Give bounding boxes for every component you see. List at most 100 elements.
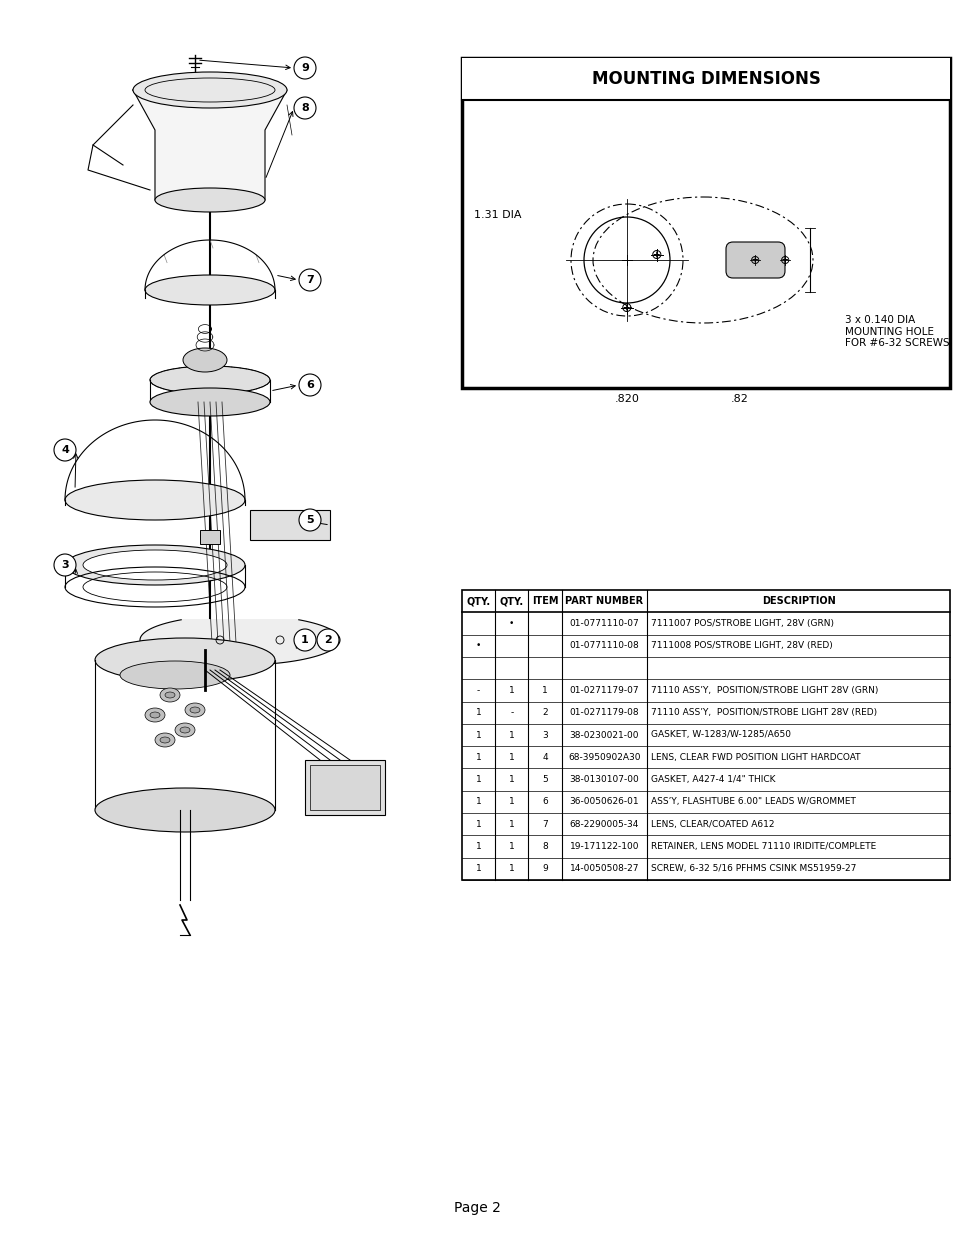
Text: GASKET, W-1283/W-1285/A650: GASKET, W-1283/W-1285/A650 [651, 730, 791, 740]
Ellipse shape [174, 722, 194, 737]
Text: 8: 8 [541, 842, 547, 851]
Ellipse shape [154, 734, 174, 747]
Bar [461, 590, 949, 881]
Text: •: • [476, 641, 480, 651]
Ellipse shape [190, 706, 200, 713]
Text: .56: .56 [640, 156, 659, 165]
Text: 38-0130107-00: 38-0130107-00 [569, 776, 639, 784]
Ellipse shape [150, 366, 270, 394]
Ellipse shape [65, 480, 245, 520]
Text: 6: 6 [306, 380, 314, 390]
Text: 7: 7 [306, 275, 314, 285]
Ellipse shape [120, 661, 230, 689]
Bar [200, 530, 220, 543]
Text: 36-0050626-01: 36-0050626-01 [569, 798, 639, 806]
Text: .36: .36 [840, 254, 857, 266]
Text: 7111008 POS/STROBE LIGHT, 28V (RED): 7111008 POS/STROBE LIGHT, 28V (RED) [651, 641, 832, 651]
Text: RETAINER, LENS MODEL 71110 IRIDITE/COMPLETE: RETAINER, LENS MODEL 71110 IRIDITE/COMPL… [651, 842, 876, 851]
Text: ASS’Y, FLASHTUBE 6.00" LEADS W/GROMMET: ASS’Y, FLASHTUBE 6.00" LEADS W/GROMMET [651, 798, 856, 806]
Ellipse shape [160, 737, 170, 743]
Text: ITEM: ITEM [531, 597, 558, 606]
Polygon shape [132, 90, 287, 200]
Text: DESCRIPTION: DESCRIPTION [761, 597, 835, 606]
Text: 4: 4 [541, 753, 547, 762]
Text: SCREW, 6-32 5/16 PFHMS CSINK MS51959-27: SCREW, 6-32 5/16 PFHMS CSINK MS51959-27 [651, 864, 856, 873]
Ellipse shape [83, 550, 227, 580]
Text: 2: 2 [324, 635, 332, 645]
Text: 7111007 POS/STROBE LIGHT, 28V (GRN): 7111007 POS/STROBE LIGHT, 28V (GRN) [651, 619, 834, 627]
Text: 1.00: 1.00 [512, 254, 537, 266]
Ellipse shape [132, 72, 287, 107]
Text: 4: 4 [61, 445, 69, 454]
Text: 1: 1 [476, 753, 481, 762]
Text: 19-171122-100: 19-171122-100 [569, 842, 639, 851]
Text: 01-0271179-08: 01-0271179-08 [569, 708, 639, 718]
Ellipse shape [150, 388, 270, 416]
Text: 01-0771110-07: 01-0771110-07 [569, 619, 639, 627]
Circle shape [298, 374, 320, 396]
Text: 1: 1 [508, 730, 514, 740]
Text: 3 x 0.140 DIA
MOUNTING HOLE
FOR #6-32 SCREWS: 3 x 0.140 DIA MOUNTING HOLE FOR #6-32 SC… [844, 315, 948, 348]
Circle shape [294, 98, 315, 119]
Text: LENS, CLEAR FWD POSITION LIGHT HARDCOAT: LENS, CLEAR FWD POSITION LIGHT HARDCOAT [651, 753, 860, 762]
Text: 1: 1 [476, 708, 481, 718]
Text: .50: .50 [597, 366, 614, 375]
Text: 1: 1 [508, 753, 514, 762]
Ellipse shape [150, 713, 160, 718]
FancyBboxPatch shape [725, 242, 784, 278]
Text: 7: 7 [541, 820, 547, 829]
Bar [305, 760, 385, 815]
Ellipse shape [145, 708, 165, 722]
Text: 1.31 DIA: 1.31 DIA [474, 210, 521, 220]
Ellipse shape [180, 727, 190, 734]
Circle shape [298, 509, 320, 531]
Text: -: - [476, 685, 479, 695]
Bar [461, 58, 949, 388]
Text: 9: 9 [541, 864, 547, 873]
Text: 68-3950902A30: 68-3950902A30 [568, 753, 640, 762]
Ellipse shape [95, 638, 274, 682]
Text: 71110 ASS’Y,  POSITION/STROBE LIGHT 28V (GRN): 71110 ASS’Y, POSITION/STROBE LIGHT 28V (… [651, 685, 878, 695]
Text: 1: 1 [476, 864, 481, 873]
Text: 1.75: 1.75 [688, 120, 713, 130]
Ellipse shape [65, 545, 245, 585]
Text: 2: 2 [541, 708, 547, 718]
Text: 1: 1 [476, 842, 481, 851]
Text: 3: 3 [61, 559, 69, 571]
Circle shape [54, 438, 76, 461]
Text: 5: 5 [541, 776, 547, 784]
Text: MOUNTING DIMENSIONS: MOUNTING DIMENSIONS [591, 70, 820, 88]
Text: 71110 ASS’Y,  POSITION/STROBE LIGHT 28V (RED): 71110 ASS’Y, POSITION/STROBE LIGHT 28V (… [651, 708, 877, 718]
Bar [250, 510, 330, 540]
Ellipse shape [183, 348, 227, 372]
Ellipse shape [95, 788, 274, 832]
Text: 1: 1 [541, 685, 547, 695]
Bar [461, 58, 949, 100]
Ellipse shape [154, 188, 265, 212]
Circle shape [54, 555, 76, 576]
Text: 1: 1 [508, 776, 514, 784]
Ellipse shape [185, 703, 205, 718]
Text: •: • [509, 619, 514, 627]
Ellipse shape [165, 692, 174, 698]
Text: 1: 1 [301, 635, 309, 645]
Text: 1: 1 [476, 820, 481, 829]
Text: GASKET, A427-4 1/4" THICK: GASKET, A427-4 1/4" THICK [651, 776, 775, 784]
Text: 1: 1 [508, 685, 514, 695]
Circle shape [316, 629, 338, 651]
Text: 9: 9 [301, 63, 309, 73]
Circle shape [298, 269, 320, 291]
Ellipse shape [160, 688, 180, 701]
Text: 1: 1 [508, 820, 514, 829]
Text: 1: 1 [508, 798, 514, 806]
Text: ⊕: ⊕ [620, 301, 632, 315]
Text: QTY.: QTY. [499, 597, 523, 606]
Ellipse shape [145, 275, 274, 305]
Text: 01-0271179-07: 01-0271179-07 [569, 685, 639, 695]
Text: 1: 1 [476, 798, 481, 806]
Text: LENS, CLEAR/COATED A612: LENS, CLEAR/COATED A612 [651, 820, 774, 829]
Text: ⊕: ⊕ [749, 253, 760, 267]
Text: 1: 1 [508, 864, 514, 873]
Text: QTY.: QTY. [466, 597, 490, 606]
Text: 3: 3 [541, 730, 547, 740]
